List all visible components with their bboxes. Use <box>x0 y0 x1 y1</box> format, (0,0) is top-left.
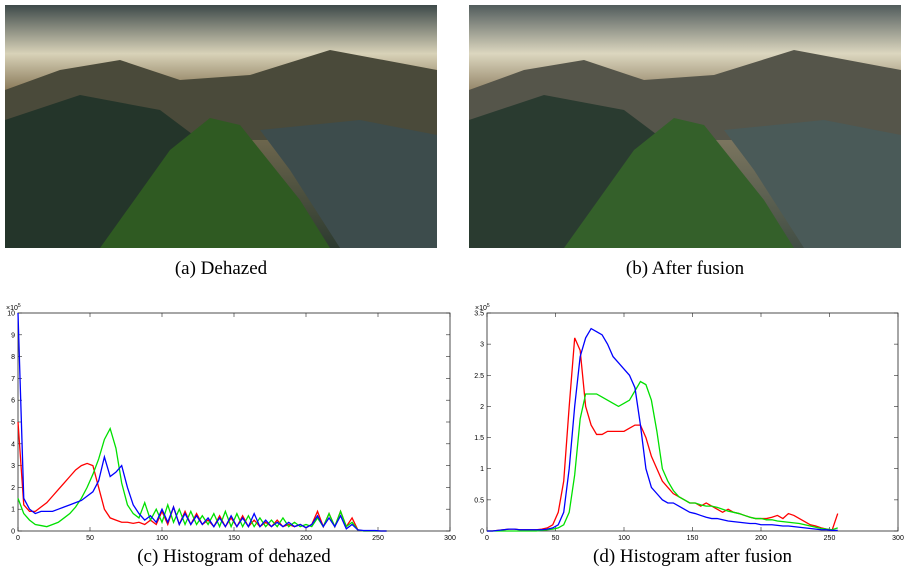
photo-after-fusion <box>469 5 901 248</box>
y-multiplier-exponent: 5 <box>487 303 490 309</box>
x-tick-label: 250 <box>372 535 384 542</box>
y-multiplier-base: ×10 <box>6 305 18 312</box>
y-multiplier: ×105 <box>6 303 21 312</box>
y-tick-label: 8 <box>11 354 15 361</box>
y-tick-label: 9 <box>11 332 15 339</box>
x-tick-label: 50 <box>552 535 560 542</box>
y-tick-label: 4 <box>11 441 15 448</box>
y-tick-label: 3 <box>480 342 484 349</box>
x-tick-label: 250 <box>824 535 836 542</box>
y-multiplier-base: ×10 <box>475 305 487 312</box>
x-tick-label: 0 <box>485 535 489 542</box>
x-tick-label: 100 <box>156 535 168 542</box>
caption: (a) Dehazed <box>175 258 268 279</box>
y-tick-label: 2 <box>480 404 484 411</box>
y-tick-label: 1 <box>480 466 484 473</box>
figure: (a) Dehazed (b) After fusion 0 1 2 3 4 5 6 7 8 9 1… <box>0 0 906 570</box>
y-tick-label: 1.5 <box>474 435 484 442</box>
y-tick-label: 1 <box>11 507 15 514</box>
y-tick-label: 2 <box>11 485 15 492</box>
x-tick-label: 150 <box>228 535 240 542</box>
x-tick-label: 100 <box>618 535 630 542</box>
y-multiplier: ×105 <box>475 303 490 312</box>
photo-dehazed <box>5 5 437 248</box>
caption: (c) Histogram of dehazed <box>137 546 331 567</box>
y-tick-label: 0.5 <box>474 497 484 504</box>
y-tick-label: 2.5 <box>474 373 484 380</box>
x-tick-label: 150 <box>687 535 699 542</box>
y-tick-label: 0 <box>480 529 484 536</box>
x-tick-label: 50 <box>86 535 94 542</box>
caption: (b) After fusion <box>626 258 745 279</box>
plot-frame <box>487 313 898 531</box>
y-tick-label: 5 <box>11 420 15 427</box>
x-tick-label: 200 <box>300 535 312 542</box>
y-tick-label: 0 <box>11 529 15 536</box>
caption: (d) Histogram after fusion <box>593 546 792 567</box>
x-tick-label: 300 <box>892 535 904 542</box>
x-tick-label: 300 <box>444 535 456 542</box>
y-multiplier-exponent: 5 <box>18 303 21 309</box>
page: (a) Dehazed (b) After fusion 0 1 2 3 4 5 6 7 8 9 1… <box>0 0 906 575</box>
x-tick-label: 0 <box>16 535 20 542</box>
plot-frame <box>18 313 450 531</box>
y-tick-label: 6 <box>11 398 15 405</box>
y-tick-label: 3 <box>11 463 15 470</box>
x-tick-label: 200 <box>755 535 767 542</box>
y-tick-label: 7 <box>11 376 15 383</box>
